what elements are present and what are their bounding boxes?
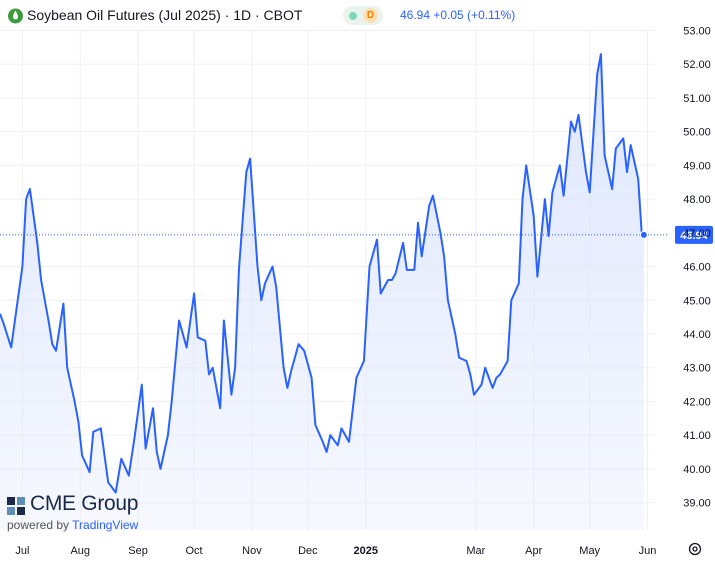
y-tick-label: 42.00: [683, 396, 711, 408]
y-tick-label: 45.00: [683, 295, 711, 307]
x-tick-label: Oct: [186, 545, 203, 557]
x-tick-label: May: [579, 545, 600, 557]
y-tick-label: 49.00: [683, 160, 711, 172]
last-price-label-bg: [675, 225, 713, 244]
chart-header: Soybean Oil Futures (Jul 2025) · 1D · CB…: [0, 0, 715, 30]
price-area-fill: [0, 54, 644, 530]
x-tick-label: 2025: [354, 545, 378, 557]
x-tick-label: Nov: [242, 545, 262, 557]
y-tick-label: 50.00: [683, 127, 711, 139]
y-tick-label: 40.00: [683, 464, 711, 476]
delayed-data-badge: D: [363, 8, 378, 23]
y-tick-label: 46.00: [683, 262, 711, 274]
powered-by-tradingview[interactable]: powered by TradingView: [7, 518, 138, 532]
last-price-label: 46.94: [680, 230, 708, 242]
x-tick-label: Jul: [15, 545, 29, 557]
cme-globe-icon: [7, 497, 25, 515]
y-tick-label: 43.00: [683, 363, 711, 375]
oil-drop-icon: [8, 8, 23, 24]
y-tick-label: 53.00: [683, 26, 711, 38]
y-tick-label: 39.00: [683, 498, 711, 510]
y-tick-label: 41.00: [683, 430, 711, 442]
price-line: [0, 53, 645, 494]
cme-group-text: CME Group: [30, 492, 139, 515]
x-tick-label: Sep: [128, 545, 148, 557]
powered-by-text: powered by: [7, 518, 70, 532]
x-tick-label: Aug: [70, 545, 90, 557]
y-tick-label: 51.00: [683, 93, 711, 105]
y-tick-label: 47.00: [683, 228, 711, 240]
symbol-title[interactable]: Soybean Oil Futures (Jul 2025) · 1D · CB…: [27, 7, 303, 23]
y-tick-label: 48.00: [683, 194, 711, 206]
x-tick-label: Apr: [525, 545, 542, 557]
y-tick-label: 44.00: [683, 329, 711, 341]
price-area: [0, 54, 644, 530]
last-price-dot: [639, 230, 648, 239]
settings-gear-icon[interactable]: [688, 542, 702, 556]
x-tick-label: Jun: [639, 545, 657, 557]
tradingview-link[interactable]: TradingView: [72, 518, 139, 532]
y-tick-label: 52.00: [683, 59, 711, 71]
price-line-layer: [0, 53, 645, 494]
y-axis[interactable]: 39.00 40.00 41.00 42.00 43.00 44.00 45.00 46.00…: [683, 26, 711, 510]
status-badge[interactable]: D: [343, 6, 383, 25]
x-axis[interactable]: Jul Aug Sep Oct Nov Dec 2025 Mar Apr May Jun: [15, 545, 656, 557]
last-price-change: 46.94 +0.05 (+0.11%): [400, 8, 516, 22]
market-status-dot: [349, 12, 357, 20]
x-tick-label: Mar: [466, 545, 485, 557]
x-tick-label: Dec: [298, 545, 318, 557]
last-price-marker: 46.94: [0, 225, 713, 244]
